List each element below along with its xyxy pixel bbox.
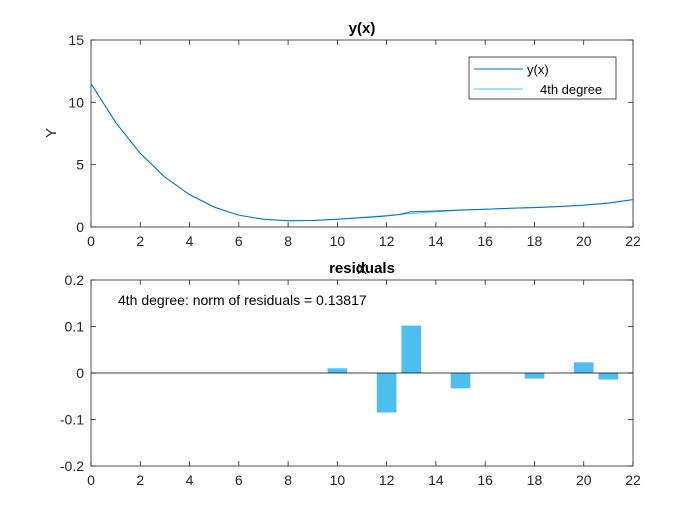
residuals-ytick-label: -0.2 xyxy=(60,458,84,474)
residual-bar xyxy=(598,373,619,380)
fit-plot-ylabel: Y xyxy=(43,128,60,138)
residuals-xtick-label: 22 xyxy=(625,472,641,488)
residual-bar xyxy=(450,373,471,389)
residuals-plot-title: residuals xyxy=(329,260,395,277)
residuals-ytick-label: 0.2 xyxy=(65,272,85,288)
fit-ytick-label: 5 xyxy=(76,157,84,173)
fit-xtick-label: 0 xyxy=(87,233,95,249)
residuals-xtick-label: 2 xyxy=(136,472,144,488)
residuals-xtick-label: 4 xyxy=(186,472,194,488)
legend: y(x) 4th degree xyxy=(468,56,617,100)
residuals-ytick-label: -0.1 xyxy=(60,412,84,428)
fit-plot-title: y(x) xyxy=(349,20,376,37)
legend-label-4th-degree: 4th degree xyxy=(540,82,602,97)
fit-xtick-label: 2 xyxy=(136,233,144,249)
residuals-xtick-label: 10 xyxy=(330,472,346,488)
fit-xtick-label: 8 xyxy=(284,233,292,249)
fit-plot: y(x) Y X 0 2 4 6 8 10 12 14 16 18 20 22 0 5 10 15 y(x) … xyxy=(43,20,641,278)
fit-plot-xlabel: X xyxy=(357,261,367,278)
fit-xtick-label: 16 xyxy=(477,233,493,249)
residuals-xtick-label: 20 xyxy=(576,472,592,488)
fit-xtick-label: 4 xyxy=(186,233,194,249)
residuals-xtick-label: 0 xyxy=(87,472,95,488)
residuals-xtick-label: 16 xyxy=(477,472,493,488)
legend-box xyxy=(468,56,617,100)
fit-xtick-label: 22 xyxy=(625,233,641,249)
residuals-xtick-label: 8 xyxy=(284,472,292,488)
fit-ytick-label: 15 xyxy=(68,32,84,48)
residuals-xtick-label: 18 xyxy=(527,472,543,488)
residual-bar xyxy=(327,368,348,373)
residuals-xtick-label: 12 xyxy=(379,472,395,488)
fit-ytick-label: 10 xyxy=(68,94,84,110)
residuals-annotation: 4th degree: norm of residuals = 0.13817 xyxy=(118,292,367,308)
residuals-ytick-label: 0 xyxy=(76,365,84,381)
fit-xtick-label: 12 xyxy=(379,233,395,249)
residual-bar xyxy=(573,362,594,373)
residuals-xtick-label: 6 xyxy=(235,472,243,488)
fit-xtick-label: 18 xyxy=(527,233,543,249)
fit-xtick-label: 20 xyxy=(576,233,592,249)
fit-xtick-label: 6 xyxy=(235,233,243,249)
residual-bar xyxy=(376,373,397,413)
fit-ytick-label: 0 xyxy=(76,219,84,235)
residual-bar xyxy=(401,325,422,373)
residuals-plot: residuals 4th degree: norm of residuals … xyxy=(60,260,641,488)
series-line-y-x- xyxy=(90,83,634,222)
residuals-ytick-label: 0.1 xyxy=(65,319,85,335)
residual-bar xyxy=(524,373,545,379)
legend-label-yx: y(x) xyxy=(527,62,549,77)
fit-xtick-label: 10 xyxy=(330,233,346,249)
residuals-xtick-label: 14 xyxy=(428,472,444,488)
fit-xtick-label: 14 xyxy=(428,233,444,249)
